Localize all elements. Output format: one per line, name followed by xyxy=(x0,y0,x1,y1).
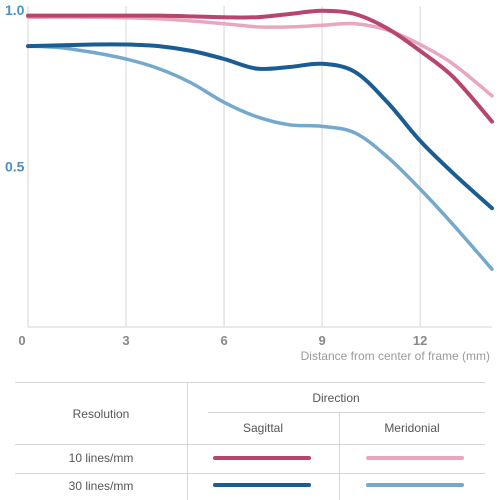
x-tick-label: 9 xyxy=(318,333,325,348)
y-tick-label: 1.0 xyxy=(5,2,25,18)
legend-table: Direction Resolution Sagittal Meridonial… xyxy=(15,382,485,500)
x-tick-label: 6 xyxy=(220,333,227,348)
legend-column-divider xyxy=(187,382,188,500)
series-line xyxy=(26,15,494,98)
legend-direction-divider xyxy=(339,413,340,500)
mtf-chart: 0 3 6 9 12 0.5 1.0 Distance from center of fram… xyxy=(5,2,494,363)
legend-direction-header: Direction xyxy=(312,391,360,405)
legend-sagittal-header: Sagittal xyxy=(242,421,284,435)
x-tick-label: 3 xyxy=(122,333,129,348)
legend-swatch-10-meridonial xyxy=(366,456,464,460)
legend-resolution-header: Resolution xyxy=(72,407,130,421)
legend-top-rule xyxy=(15,382,485,383)
legend-direction-rule xyxy=(208,412,485,413)
x-tick-label: 12 xyxy=(413,333,427,348)
legend-row-label: 30 lines/mm xyxy=(68,479,134,493)
series-line xyxy=(26,44,494,271)
legend-header-rule xyxy=(15,444,485,445)
legend-row-rule xyxy=(15,473,485,474)
series-line xyxy=(26,8,494,124)
legend-row-label: 10 lines/mm xyxy=(68,451,134,465)
legend-meridonial-header: Meridonial xyxy=(384,421,440,435)
legend-swatch-30-sagittal xyxy=(213,483,311,487)
y-tick-label: 0.5 xyxy=(5,159,25,175)
x-axis-title: Distance from center of frame (mm) xyxy=(301,349,490,363)
legend-swatch-10-sagittal xyxy=(213,456,311,460)
series-line xyxy=(26,42,494,211)
legend-swatch-30-meridonial xyxy=(366,483,464,487)
x-tick-label: 0 xyxy=(18,333,25,348)
